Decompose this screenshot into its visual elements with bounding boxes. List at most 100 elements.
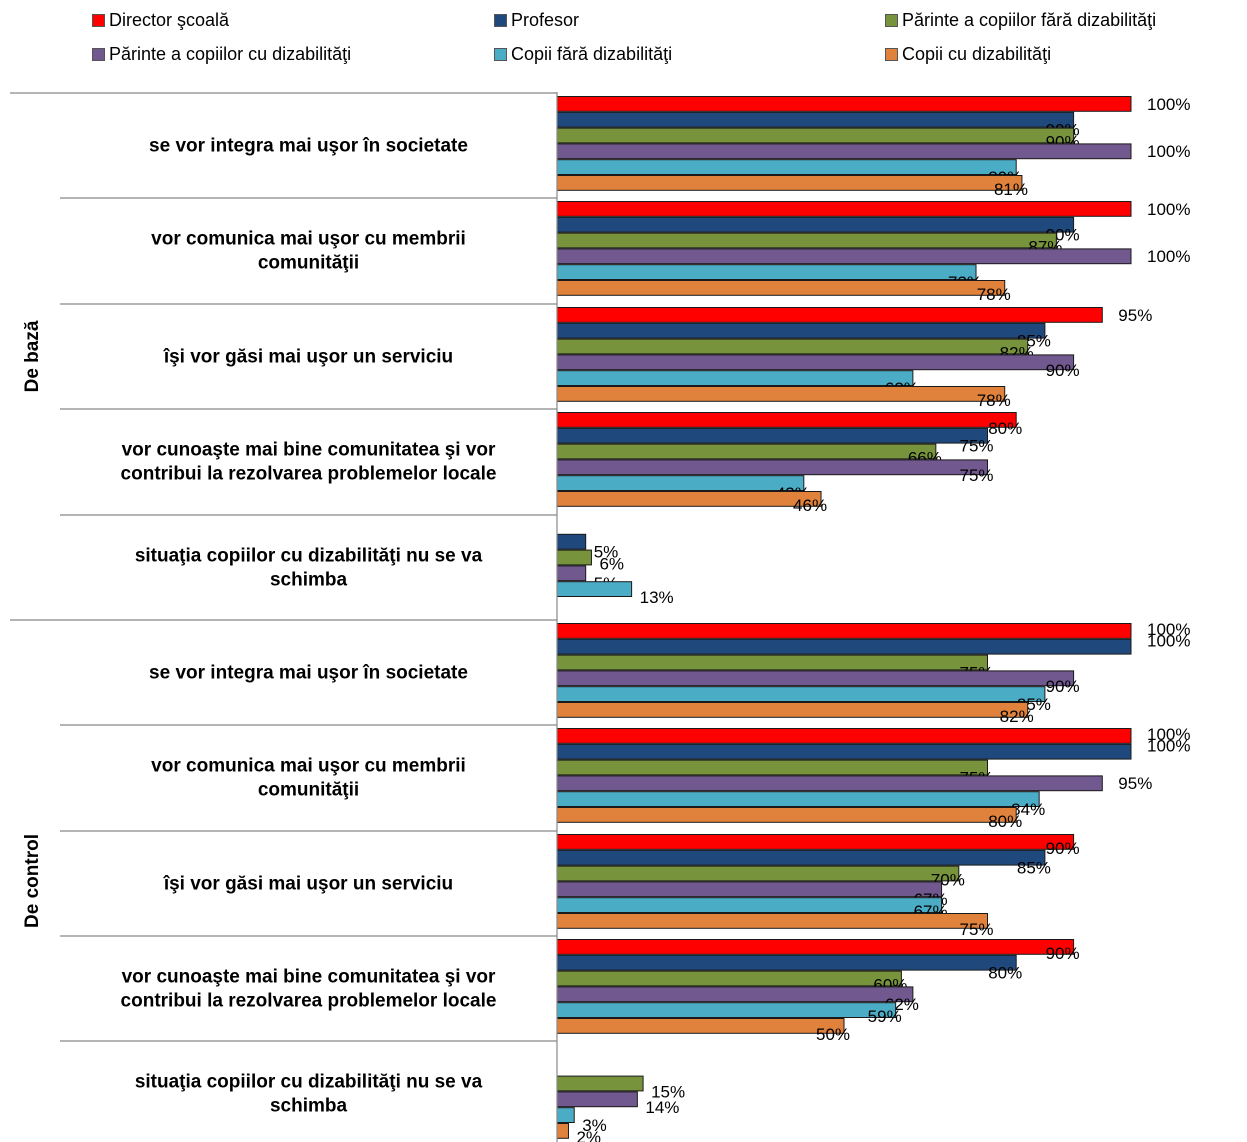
data-label: 100% xyxy=(1147,95,1190,114)
bar xyxy=(556,111,1075,128)
category-label: vor cunoaşte mai bine comunitatea şi vor xyxy=(122,967,496,988)
data-label: 75% xyxy=(960,466,994,485)
data-label: 81% xyxy=(994,180,1028,199)
bar xyxy=(556,248,1132,265)
data-label: 100% xyxy=(1147,247,1190,266)
data-label: 78% xyxy=(977,285,1011,304)
bar xyxy=(556,986,914,1003)
data-label: 90% xyxy=(1046,361,1080,380)
bar xyxy=(556,807,1017,823)
bar xyxy=(556,216,1075,233)
bar xyxy=(556,412,1017,428)
legend-label: Părinte a copiilor cu dizabilităţi xyxy=(109,44,352,64)
data-label: 80% xyxy=(988,419,1022,438)
group-label: De control xyxy=(22,834,43,928)
data-label: 100% xyxy=(1147,200,1190,219)
data-label: 100% xyxy=(1147,142,1190,161)
bar xyxy=(556,728,1132,744)
bar xyxy=(556,280,1006,296)
category-label: schimba xyxy=(270,1096,348,1117)
bar xyxy=(556,939,1075,955)
data-label: 5% xyxy=(594,543,619,562)
bar xyxy=(556,623,1132,639)
bar xyxy=(556,549,592,566)
bar xyxy=(556,232,1057,249)
bar xyxy=(556,338,1029,355)
data-label: 90% xyxy=(1046,944,1080,963)
legend-swatch xyxy=(885,14,898,27)
legend-label: Copii fără dizabilităţi xyxy=(511,44,673,64)
bar xyxy=(556,475,805,492)
bar xyxy=(556,865,960,882)
bar xyxy=(556,1123,569,1139)
legend-label: Părinte a copiilor fără dizabilităţi xyxy=(902,10,1157,30)
bar xyxy=(556,686,1046,703)
bar xyxy=(556,834,1075,850)
data-label: 100% xyxy=(1147,620,1190,639)
bar xyxy=(556,354,1075,371)
data-label: 13% xyxy=(640,588,674,607)
data-label: 84% xyxy=(1011,800,1045,819)
bar xyxy=(556,581,633,598)
category-label: îşi vor găsi mai uşor un serviciu xyxy=(163,874,453,895)
data-label: 90% xyxy=(1046,839,1080,858)
data-label: 50% xyxy=(816,1025,850,1044)
bar xyxy=(556,759,988,776)
category-label: vor comunica mai uşor cu membrii xyxy=(151,756,466,777)
data-label: 14% xyxy=(645,1098,679,1117)
data-label: 78% xyxy=(977,391,1011,410)
data-label: 95% xyxy=(1118,774,1152,793)
legend-label: Profesor xyxy=(511,10,580,30)
legend-item: Director şcoală xyxy=(92,10,229,31)
category-label: contribui la rezolvarea problemelor loca… xyxy=(121,991,497,1012)
bar xyxy=(556,970,902,987)
data-label: 100% xyxy=(1147,725,1190,744)
data-label: 46% xyxy=(793,496,827,515)
bar xyxy=(556,913,988,929)
data-label: 2% xyxy=(576,1128,601,1142)
data-label: 85% xyxy=(1017,859,1051,878)
bar xyxy=(556,175,1023,191)
bar xyxy=(556,143,1132,160)
category-label: schimba xyxy=(270,570,348,591)
data-label: 95% xyxy=(1118,306,1152,325)
category-label: îşi vor găsi mai uşor un serviciu xyxy=(163,347,453,368)
legend-swatch xyxy=(494,14,507,27)
bar xyxy=(556,264,977,281)
legend-item: Părinte a copiilor fără dizabilităţi xyxy=(885,10,1156,31)
bar xyxy=(556,897,943,914)
data-label: 80% xyxy=(988,812,1022,831)
bar xyxy=(556,307,1103,323)
group-label: De bază xyxy=(22,320,43,392)
bar xyxy=(556,427,988,444)
category-label: contribui la rezolvarea problemelor loca… xyxy=(121,464,497,485)
bar xyxy=(556,322,1046,339)
data-label: 59% xyxy=(868,1007,902,1026)
bar xyxy=(556,1075,644,1092)
bar xyxy=(556,159,1017,175)
bar xyxy=(556,791,1040,808)
bar xyxy=(556,743,1132,760)
category-label: comunităţii xyxy=(258,253,359,274)
bar xyxy=(556,459,988,476)
data-label: 15% xyxy=(651,1082,685,1101)
category-label: situaţia copiilor cu dizabilităţi nu se … xyxy=(135,546,483,567)
legend-label: Director şcoală xyxy=(109,10,230,30)
legend-swatch xyxy=(494,48,507,61)
bar xyxy=(556,670,1075,687)
bar xyxy=(556,533,587,550)
bar xyxy=(556,1002,897,1019)
category-label: situaţia copiilor cu dizabilităţi nu se … xyxy=(135,1072,483,1093)
data-label: 82% xyxy=(1000,707,1034,726)
category-label: comunităţii xyxy=(258,780,359,801)
data-label: 100% xyxy=(1147,632,1190,651)
data-label: 75% xyxy=(960,920,994,939)
data-label: 100% xyxy=(1147,737,1190,756)
data-label: 75% xyxy=(960,437,994,456)
data-label: 80% xyxy=(988,964,1022,983)
category-label: se vor integra mai uşor în societate xyxy=(149,136,468,157)
category-label: vor comunica mai uşor cu membrii xyxy=(151,229,466,250)
legend-swatch xyxy=(92,48,105,61)
